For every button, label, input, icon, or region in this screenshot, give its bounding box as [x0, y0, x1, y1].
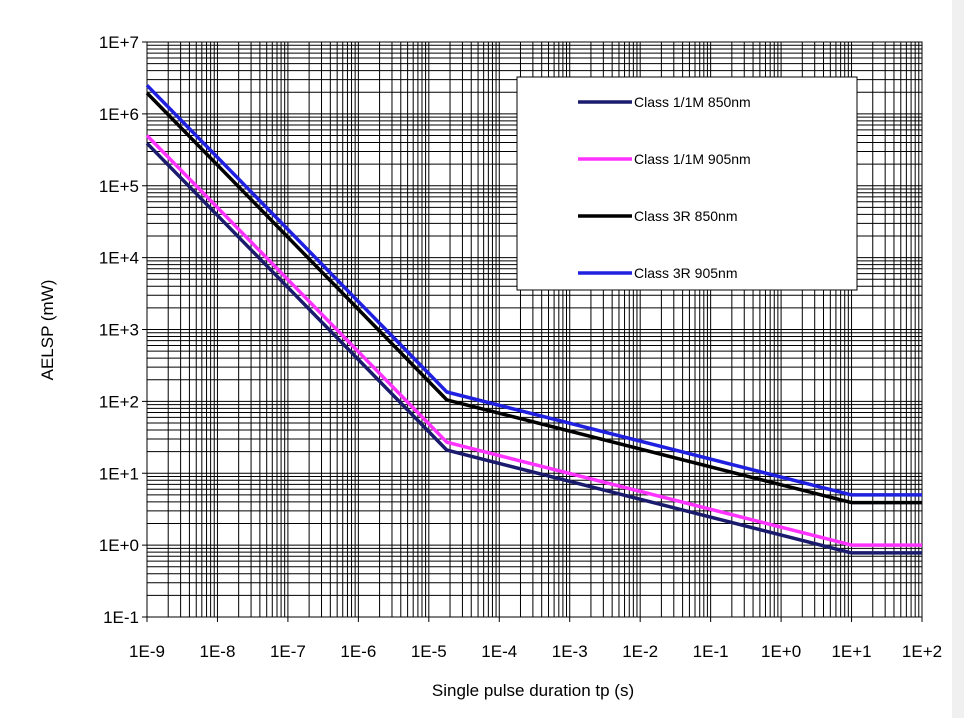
x-axis-title: Single pulse duration tp (s) [432, 681, 634, 700]
legend-label: Class 1/1M 850nm [634, 94, 751, 110]
y-tick-label: 1E+4 [99, 249, 139, 268]
y-tick-label: 1E+3 [99, 321, 139, 340]
x-tick-label: 1E-9 [129, 642, 165, 661]
series-line-class-3r-905nm [145, 84, 922, 497]
legend-label: Class 1/1M 905nm [634, 151, 751, 167]
series-line-class-1-1m-850nm [145, 142, 922, 555]
y-tick-label: 1E+1 [99, 464, 139, 483]
x-tick-label: 1E+2 [902, 642, 942, 661]
x-tick-label: 1E+0 [761, 642, 801, 661]
legend-box [516, 76, 858, 291]
y-tick-label: 1E+2 [99, 392, 139, 411]
series-lines [145, 84, 922, 555]
plot-frame [146, 41, 923, 618]
y-tick-label: 1E+7 [99, 33, 139, 52]
x-tick-label: 1E-4 [481, 642, 517, 661]
x-tick-label: 1E-5 [411, 642, 447, 661]
legend-label: Class 3R 850nm [634, 208, 738, 224]
legend: Class 1/1M 850nm Class 1/1M 905nm Class 3R… [516, 76, 858, 291]
series-line-class-3r-850nm [145, 91, 922, 505]
x-tick-labels: 1E-9 1E-8 1E-7 1E-6 1E-5 1E-4 1E-3 1E-2 1E-1 1E+0… [129, 642, 942, 661]
y-tick-labels: 1E+7 1E+6 1E+5 1E+4 1E+3 1E+2 1E+1 1E+0 1E-1 [99, 33, 139, 627]
x-tick-label: 1E-7 [270, 642, 306, 661]
y-tick-label: 1E+5 [99, 177, 139, 196]
y-tick-label: 1E+6 [99, 105, 139, 124]
x-tick-label: 1E-3 [552, 642, 588, 661]
window-edge [952, 0, 964, 718]
x-tick-label: 1E-6 [340, 642, 376, 661]
y-axis-title: AELSP (mW) [38, 280, 57, 381]
y-tick-label: 1E-1 [103, 608, 139, 627]
x-tick-label: 1E-8 [199, 642, 235, 661]
x-tick-label: 1E-2 [622, 642, 658, 661]
legend-label: Class 3R 905nm [634, 265, 738, 281]
x-tick-label: 1E-1 [693, 642, 729, 661]
y-tick-label: 1E+0 [99, 536, 139, 555]
x-tick-label: 1E+1 [831, 642, 871, 661]
series-line-class-1-1m-905nm [145, 134, 922, 547]
